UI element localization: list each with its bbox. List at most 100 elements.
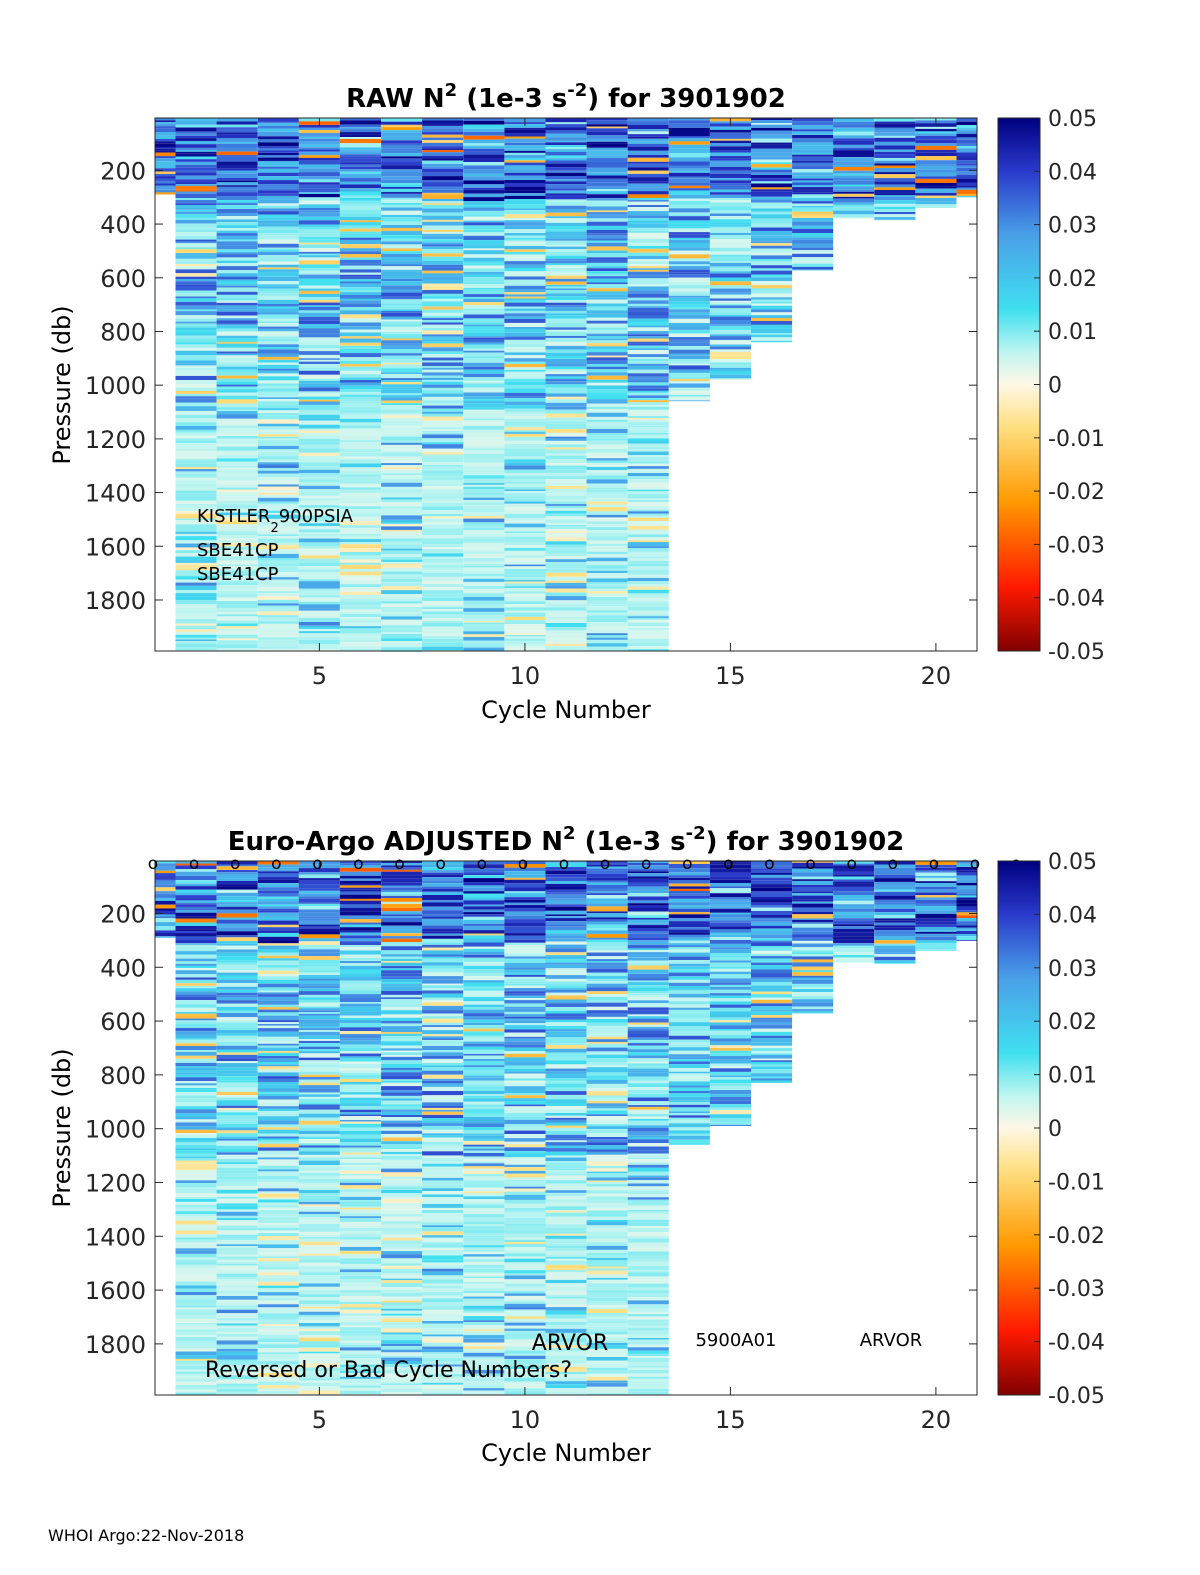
heat-band xyxy=(339,1342,381,1345)
heat-band xyxy=(339,349,381,354)
heat-band xyxy=(463,396,505,400)
heat-band xyxy=(339,1116,381,1120)
heat-band xyxy=(627,451,669,456)
heat-band xyxy=(339,118,381,121)
heat-band xyxy=(257,401,299,405)
heat-band xyxy=(586,972,628,977)
heat-band xyxy=(339,1058,381,1062)
heat-band xyxy=(257,432,299,435)
heat-band xyxy=(545,1231,587,1234)
heat-band xyxy=(339,1356,381,1358)
heat-band xyxy=(381,299,423,304)
heat-band xyxy=(504,361,546,364)
heat-band xyxy=(422,1170,464,1173)
heat-band xyxy=(339,493,381,498)
y-tick-label: 1200 xyxy=(85,426,146,454)
heat-band xyxy=(298,330,340,334)
heat-band xyxy=(339,281,381,284)
heat-band xyxy=(586,937,628,940)
heat-band xyxy=(545,1224,587,1228)
heat-band xyxy=(257,284,299,287)
heat-band xyxy=(463,872,505,876)
heat-band xyxy=(463,561,505,564)
heat-band xyxy=(545,449,587,454)
heat-band xyxy=(586,1177,628,1181)
heat-band xyxy=(586,399,628,403)
heat-band xyxy=(627,479,669,483)
heat-band xyxy=(257,1185,299,1189)
heat-band xyxy=(627,1143,669,1147)
heat-band xyxy=(339,225,381,229)
heat-band xyxy=(422,1172,464,1175)
heat-band xyxy=(627,434,669,439)
heat-band xyxy=(216,1279,258,1282)
heat-band xyxy=(298,387,340,392)
heat-band xyxy=(545,158,587,161)
heat-band xyxy=(298,1107,340,1110)
heat-band xyxy=(627,1055,669,1059)
heat-band xyxy=(257,983,299,988)
heat-band xyxy=(504,978,546,981)
heat-band xyxy=(216,517,258,521)
heat-band xyxy=(545,263,587,266)
heat-band xyxy=(545,544,587,548)
heat-band xyxy=(751,321,793,325)
heat-band xyxy=(422,1022,464,1026)
heat-band xyxy=(298,974,340,979)
heat-band xyxy=(504,893,546,898)
heat-band xyxy=(216,1256,258,1260)
heat-band xyxy=(175,358,217,361)
heat-band xyxy=(175,1144,217,1149)
heat-band xyxy=(381,1032,423,1034)
heat-band xyxy=(627,1304,669,1307)
heat-band xyxy=(586,1067,628,1070)
heat-band xyxy=(216,325,258,329)
heat-band xyxy=(545,1161,587,1163)
heat-band xyxy=(175,1239,217,1243)
cycle-column xyxy=(586,118,628,652)
heat-band xyxy=(339,440,381,443)
heat-band xyxy=(216,531,258,535)
heat-band xyxy=(627,1322,669,1326)
heat-band xyxy=(586,240,628,243)
heat-band xyxy=(504,922,546,927)
heat-band xyxy=(668,272,710,275)
heat-band xyxy=(298,1002,340,1007)
heat-band xyxy=(175,296,217,299)
heat-band xyxy=(586,153,628,156)
heat-band xyxy=(422,1201,464,1204)
heat-band xyxy=(504,1065,546,1069)
heat-band xyxy=(463,294,505,297)
heat-band xyxy=(586,968,628,973)
heat-band xyxy=(422,396,464,401)
heat-band xyxy=(216,300,258,303)
heat-band xyxy=(257,893,299,897)
heat-band xyxy=(586,1351,628,1355)
heat-band xyxy=(339,1336,381,1339)
heat-band xyxy=(463,1053,505,1056)
heat-band xyxy=(155,873,176,878)
heat-band xyxy=(792,257,834,261)
heat-band xyxy=(216,896,258,901)
heat-band xyxy=(504,1038,546,1042)
heat-band xyxy=(586,1264,628,1267)
heat-band xyxy=(155,877,176,879)
heat-band xyxy=(339,1061,381,1065)
heat-band xyxy=(627,1389,669,1392)
heat-band xyxy=(298,878,340,881)
heat-band xyxy=(175,1214,217,1217)
heat-band xyxy=(298,1040,340,1043)
heat-band xyxy=(257,1381,299,1386)
heat-band xyxy=(586,1305,628,1308)
heat-band xyxy=(175,1007,217,1012)
heat-band xyxy=(463,339,505,343)
colorbar-tick-label: 0 xyxy=(1048,374,1062,399)
heat-band xyxy=(381,1391,423,1395)
heat-band xyxy=(586,186,628,190)
heat-band xyxy=(586,1290,628,1293)
heat-band xyxy=(257,1354,299,1358)
heat-band xyxy=(339,479,381,484)
heat-band xyxy=(586,536,628,541)
heat-band xyxy=(298,229,340,234)
heat-band xyxy=(257,239,299,244)
